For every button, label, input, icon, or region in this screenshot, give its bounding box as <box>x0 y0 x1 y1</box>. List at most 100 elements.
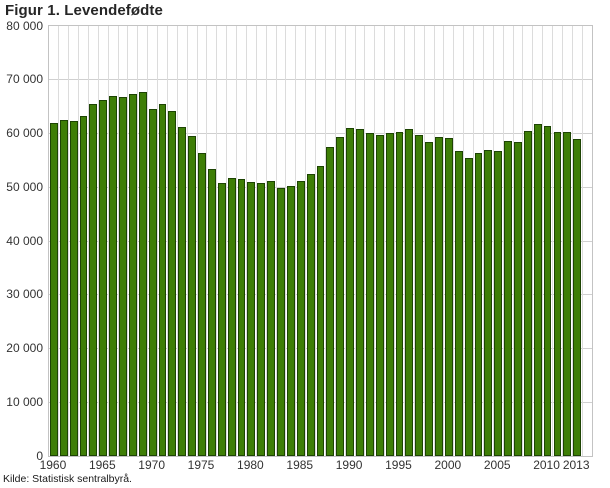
v-gridline <box>364 26 366 456</box>
v-gridline <box>473 26 475 456</box>
y-tick-label-10000: 10 000 <box>6 394 43 409</box>
v-gridline <box>344 26 346 456</box>
x-tick-label-1985: 1985 <box>286 458 314 472</box>
x-tick-label-1960: 1960 <box>39 458 67 472</box>
v-gridline <box>413 26 415 456</box>
y-tick-label-30000: 30 000 <box>6 287 43 302</box>
v-gridline <box>443 26 445 456</box>
bar-1967 <box>119 97 127 456</box>
bar-1973 <box>178 127 187 456</box>
v-gridline <box>394 26 396 456</box>
x-tick-label-1965: 1965 <box>88 458 116 472</box>
y-tick-label-0: 0 <box>36 448 43 463</box>
x-tick-label-1980: 1980 <box>237 458 264 472</box>
bar-2006 <box>504 141 512 456</box>
bar-2011 <box>553 132 562 456</box>
bar-1963 <box>79 115 88 456</box>
bar-1986 <box>306 173 315 456</box>
v-gridline <box>532 26 534 456</box>
bar-1990 <box>346 128 355 456</box>
v-gridline <box>137 26 139 456</box>
y-tick-label-70000: 70 000 <box>6 72 43 87</box>
v-gridline <box>255 26 257 456</box>
plot-area <box>48 25 593 457</box>
v-gridline <box>453 26 455 456</box>
x-tick-label-2013: 2013 <box>562 458 590 472</box>
v-gridline <box>522 26 524 456</box>
v-gridline <box>492 26 494 456</box>
bar-1977 <box>217 182 226 456</box>
y-tick-label-50000: 50 000 <box>6 179 43 194</box>
bar-2010 <box>543 125 552 456</box>
bar-1979 <box>237 178 246 456</box>
v-gridline <box>561 26 563 456</box>
v-gridline <box>552 26 553 456</box>
bar-1993 <box>375 135 384 456</box>
v-gridline <box>542 26 544 456</box>
bar-1972 <box>168 110 177 456</box>
bar-2013 <box>573 138 582 456</box>
bar-1960 <box>50 123 58 456</box>
v-gridline <box>97 26 99 456</box>
x-tick-label-1995: 1995 <box>385 458 412 472</box>
v-gridline <box>147 26 149 456</box>
v-gridline <box>571 26 573 456</box>
bar-1998 <box>425 142 434 456</box>
x-tick-label-2005: 2005 <box>483 458 511 472</box>
bar-2003 <box>474 152 483 456</box>
v-gridline <box>275 26 277 456</box>
bar-1997 <box>415 134 424 456</box>
bar-2002 <box>464 158 473 456</box>
v-gridline <box>315 26 317 456</box>
v-gridline <box>305 26 307 456</box>
v-gridline <box>512 26 514 456</box>
x-axis: 1960 1965 1970 1975 1980 1985 1990 1995 2000 2005… <box>40 458 591 473</box>
v-gridline <box>324 26 326 456</box>
bar-1975 <box>198 153 206 456</box>
bar-1984 <box>286 185 295 456</box>
y-tick-label-40000: 40 000 <box>6 233 43 248</box>
bar-1985 <box>296 181 305 456</box>
y-tick-label-80000: 80 000 <box>6 18 43 33</box>
bar-1965 <box>99 99 108 456</box>
bar-2004 <box>484 149 493 456</box>
bar-1996 <box>405 128 414 456</box>
bar-1991 <box>356 129 364 456</box>
v-gridline <box>245 26 247 456</box>
bar-1969 <box>138 91 147 456</box>
v-gridline <box>374 26 376 456</box>
v-gridline <box>463 26 465 456</box>
v-gridline <box>482 26 484 456</box>
bar-2005 <box>494 150 503 456</box>
bar-1978 <box>227 177 236 456</box>
bar-1987 <box>316 165 325 456</box>
x-tick-label-1975: 1975 <box>187 458 215 472</box>
v-gridline <box>117 26 119 456</box>
bar-1962 <box>69 121 78 456</box>
y-axis: 0 10 000 20 000 30 000 40 000 50 000 60 000 70 … <box>0 19 43 462</box>
bar-1981 <box>257 183 266 456</box>
bar-1980 <box>247 181 256 456</box>
v-gridline <box>176 26 178 456</box>
v-gridline <box>581 26 583 456</box>
y-tick-label-60000: 60 000 <box>6 126 43 140</box>
chart-title: Figur 1. Levendefødte <box>5 2 163 19</box>
bar-2012 <box>563 132 572 456</box>
v-gridline <box>186 26 188 456</box>
v-gridline <box>206 26 208 456</box>
x-tick-label-2000: 2000 <box>434 458 462 472</box>
x-tick-label-1970: 1970 <box>138 458 166 472</box>
v-gridline <box>78 26 80 456</box>
bar-1995 <box>395 131 404 456</box>
bar-2008 <box>523 130 532 456</box>
bar-1974 <box>188 135 197 456</box>
bar-1961 <box>59 119 68 456</box>
bar-2001 <box>454 151 463 456</box>
v-gridline <box>226 26 228 456</box>
v-gridline <box>285 26 287 456</box>
bar-2000 <box>444 137 453 456</box>
x-tick-label-1990: 1990 <box>335 458 363 472</box>
v-gridline <box>265 26 267 456</box>
bar-1966 <box>109 95 118 456</box>
bar-1976 <box>207 168 216 456</box>
